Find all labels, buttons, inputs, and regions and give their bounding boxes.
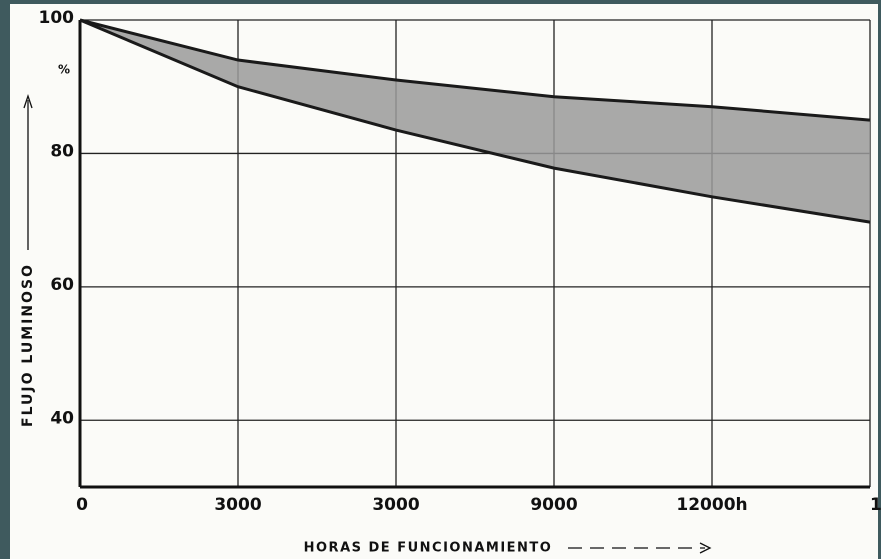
shaded-band [80, 20, 870, 223]
y-tick-label: 80 [50, 141, 74, 161]
x-tick-label: 15 [870, 495, 881, 515]
y-tick-label: 40 [50, 408, 74, 428]
x-tick-label: 3000 [214, 495, 261, 515]
y-arrow-head [23, 93, 33, 109]
x-arrow-head [699, 542, 712, 554]
x-tick-label: 12000h [676, 495, 747, 515]
curve [79, 18, 871, 122]
y-unit: % [58, 63, 70, 77]
x-axis-title: HORAS DE FUNCIONAMIENTO [304, 541, 553, 556]
x-tick-label: 9000 [530, 495, 577, 515]
x-tick-label: 3000 [372, 495, 419, 515]
y-tick-label: 100 [39, 8, 75, 28]
y-tick-label: 60 [50, 275, 74, 295]
curve [79, 18, 871, 224]
x-tick-label: 0 [76, 495, 88, 515]
y-axis-title: FLUJO LUMINOSO [20, 263, 36, 427]
